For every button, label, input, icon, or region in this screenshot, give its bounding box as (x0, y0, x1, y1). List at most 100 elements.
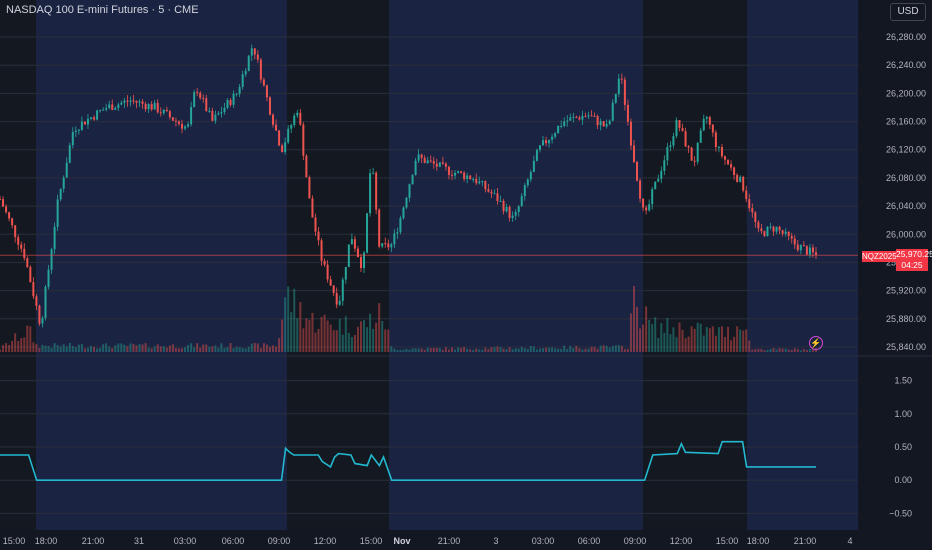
candle-body (672, 136, 675, 146)
candle-body (144, 103, 147, 110)
candle-body (572, 116, 575, 118)
candle-body (17, 237, 20, 245)
time-tick-label: 03:00 (532, 536, 555, 546)
candle-body (0, 199, 1, 201)
volume-bar (132, 343, 135, 352)
candle-body (481, 181, 484, 183)
volume-bar (460, 347, 463, 352)
indicator-pane (0, 440, 816, 482)
candle-body (639, 180, 642, 199)
volume-bar (487, 349, 490, 352)
candle-body (805, 246, 808, 255)
candle-body (748, 199, 751, 209)
volume-bar (241, 347, 244, 352)
candle-body (381, 243, 384, 247)
candle-body (159, 112, 162, 114)
time-tick-label: 18:00 (35, 536, 58, 546)
chart-title: NASDAQ 100 E-mini Futures · 5 · CME (6, 4, 199, 16)
volume-bar (356, 326, 359, 352)
volume-bar (805, 349, 808, 352)
candle-body (517, 206, 520, 213)
candle-body (323, 260, 326, 265)
candle-body (781, 230, 784, 234)
candle-body (317, 231, 320, 241)
price-tick-label: 25,920.00 (886, 286, 926, 296)
candle-body (723, 156, 726, 160)
volume-bar (511, 349, 514, 352)
candle-body (141, 101, 144, 104)
volume-bar (44, 345, 47, 352)
volume-bar (614, 345, 617, 352)
candle-body (502, 200, 505, 212)
volume-bar (326, 320, 329, 352)
volume-bar (796, 348, 799, 352)
volume-bar (772, 347, 775, 352)
volume-bar (293, 288, 296, 352)
time-tick-label: 18:00 (747, 536, 770, 546)
time-tick-label: 21:00 (794, 536, 817, 546)
time-tick-label: 09:00 (268, 536, 291, 546)
volume-bar (529, 346, 532, 352)
volume-bar (432, 347, 435, 352)
candle-body (250, 48, 253, 56)
last-price-symbol: NQZ2025 (862, 251, 897, 263)
indicator-axis[interactable]: 1.50 1.00 0.50 0.00 −0.50 (889, 376, 912, 519)
session-shading (0, 0, 858, 530)
time-tick-label: 21:00 (438, 536, 461, 546)
candle-body (535, 149, 538, 161)
volume-bar (502, 348, 505, 352)
volume-bar (111, 348, 114, 352)
last-price-value: 25,970.25 04:25 (896, 249, 932, 272)
time-tick-label: 09:00 (624, 536, 647, 546)
volume-bar (699, 323, 702, 352)
candle-body (211, 110, 214, 121)
volume-bar (548, 347, 551, 352)
lightning-icon[interactable]: ⚡ (809, 336, 823, 350)
candle-body (657, 178, 660, 182)
volume-bar (811, 349, 814, 352)
volume-bar (402, 349, 405, 352)
volume-bar (778, 348, 781, 352)
time-tick-label: 12:00 (670, 536, 693, 546)
candle-body (62, 177, 65, 189)
volume-bar (714, 335, 717, 352)
currency-button[interactable]: USD (890, 3, 926, 21)
volume-bar (217, 347, 220, 352)
volume-bar (272, 345, 275, 352)
volume-bar (17, 341, 20, 352)
candle-body (208, 110, 211, 112)
volume-bar (723, 336, 726, 352)
volume-bar (472, 349, 475, 352)
last-price-number: 25,970.25 (896, 249, 932, 260)
candle-body (199, 92, 202, 98)
volume-bar (281, 319, 284, 352)
volume-bar (435, 347, 438, 352)
volume-bar (790, 349, 793, 352)
candle-body (278, 130, 281, 146)
volume-bar (508, 347, 511, 352)
candle-body (769, 226, 772, 228)
candle-body (669, 145, 672, 148)
candle-body (645, 207, 648, 211)
volume-bar (620, 345, 623, 352)
volume-bar (256, 343, 259, 352)
volume-bar (47, 346, 50, 352)
volume-bar (147, 347, 150, 352)
candle-body (815, 252, 817, 255)
candle-body (38, 305, 41, 324)
volume-bar (329, 324, 332, 352)
candle-body (314, 217, 317, 232)
candle-body (290, 124, 293, 129)
volume-bar (247, 346, 250, 352)
volume-bar (802, 349, 805, 352)
candle-body (541, 140, 544, 146)
volume-bar (174, 347, 177, 352)
volume-bar (353, 334, 356, 352)
volume-bar (338, 318, 341, 352)
volume-bar (684, 338, 687, 352)
price-axis[interactable]: 26,280.00 26,240.00 26,200.00 26,160.00 26,1… (886, 32, 926, 352)
candle-body (305, 155, 308, 178)
volume-bar (314, 332, 317, 352)
time-axis[interactable]: 15:00 18:00 21:00 31 03:00 06:00 09:00 12:00 15:… (3, 536, 853, 546)
